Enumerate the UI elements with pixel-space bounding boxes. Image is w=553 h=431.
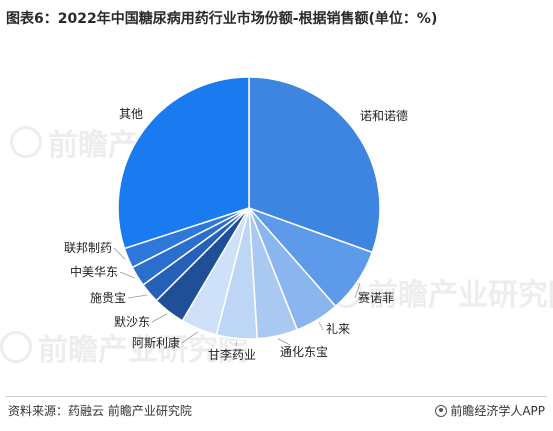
slice-label-2: 礼来 [326, 321, 350, 336]
footer-divider [6, 396, 547, 397]
pie-slice-0[interactable] [248, 76, 381, 254]
slice-label-0: 诺和诺德 [360, 108, 408, 123]
leader-line-3 [278, 338, 291, 346]
leader-line-1 [354, 283, 361, 299]
footer-brand[interactable]: 前瞻经济学人APP [435, 402, 545, 419]
pie-slice-10[interactable] [117, 76, 250, 250]
slice-label-7: 施贵宝 [90, 291, 126, 305]
brand-text: 前瞻经济学人APP [450, 404, 545, 418]
leader-line-8 [119, 271, 135, 279]
leader-line-5 [181, 331, 198, 344]
leader-line-9 [113, 247, 126, 260]
source-note: 资料来源：药融云 前瞻产业研究院 [8, 404, 192, 418]
brand-logo-icon [435, 404, 448, 417]
chart-title: 图表6：2022年中国糖尿病用药行业市场份额-根据销售额(单位：%) [6, 11, 438, 27]
slice-label-1: 赛诺菲 [358, 290, 394, 305]
leader-line-2 [318, 322, 324, 331]
leader-line-7 [127, 294, 148, 299]
slice-label-8: 中美华东 [70, 264, 118, 279]
slice-label-3: 通化东宝 [280, 345, 328, 359]
slice-label-5: 阿斯利康 [132, 335, 180, 350]
slice-label-4: 甘李药业 [208, 347, 256, 362]
slice-label-10: 其他 [119, 107, 143, 121]
leader-line-6 [151, 313, 168, 323]
slice-label-9: 联邦制药 [64, 241, 112, 255]
slice-label-6: 默沙东 [114, 314, 150, 329]
